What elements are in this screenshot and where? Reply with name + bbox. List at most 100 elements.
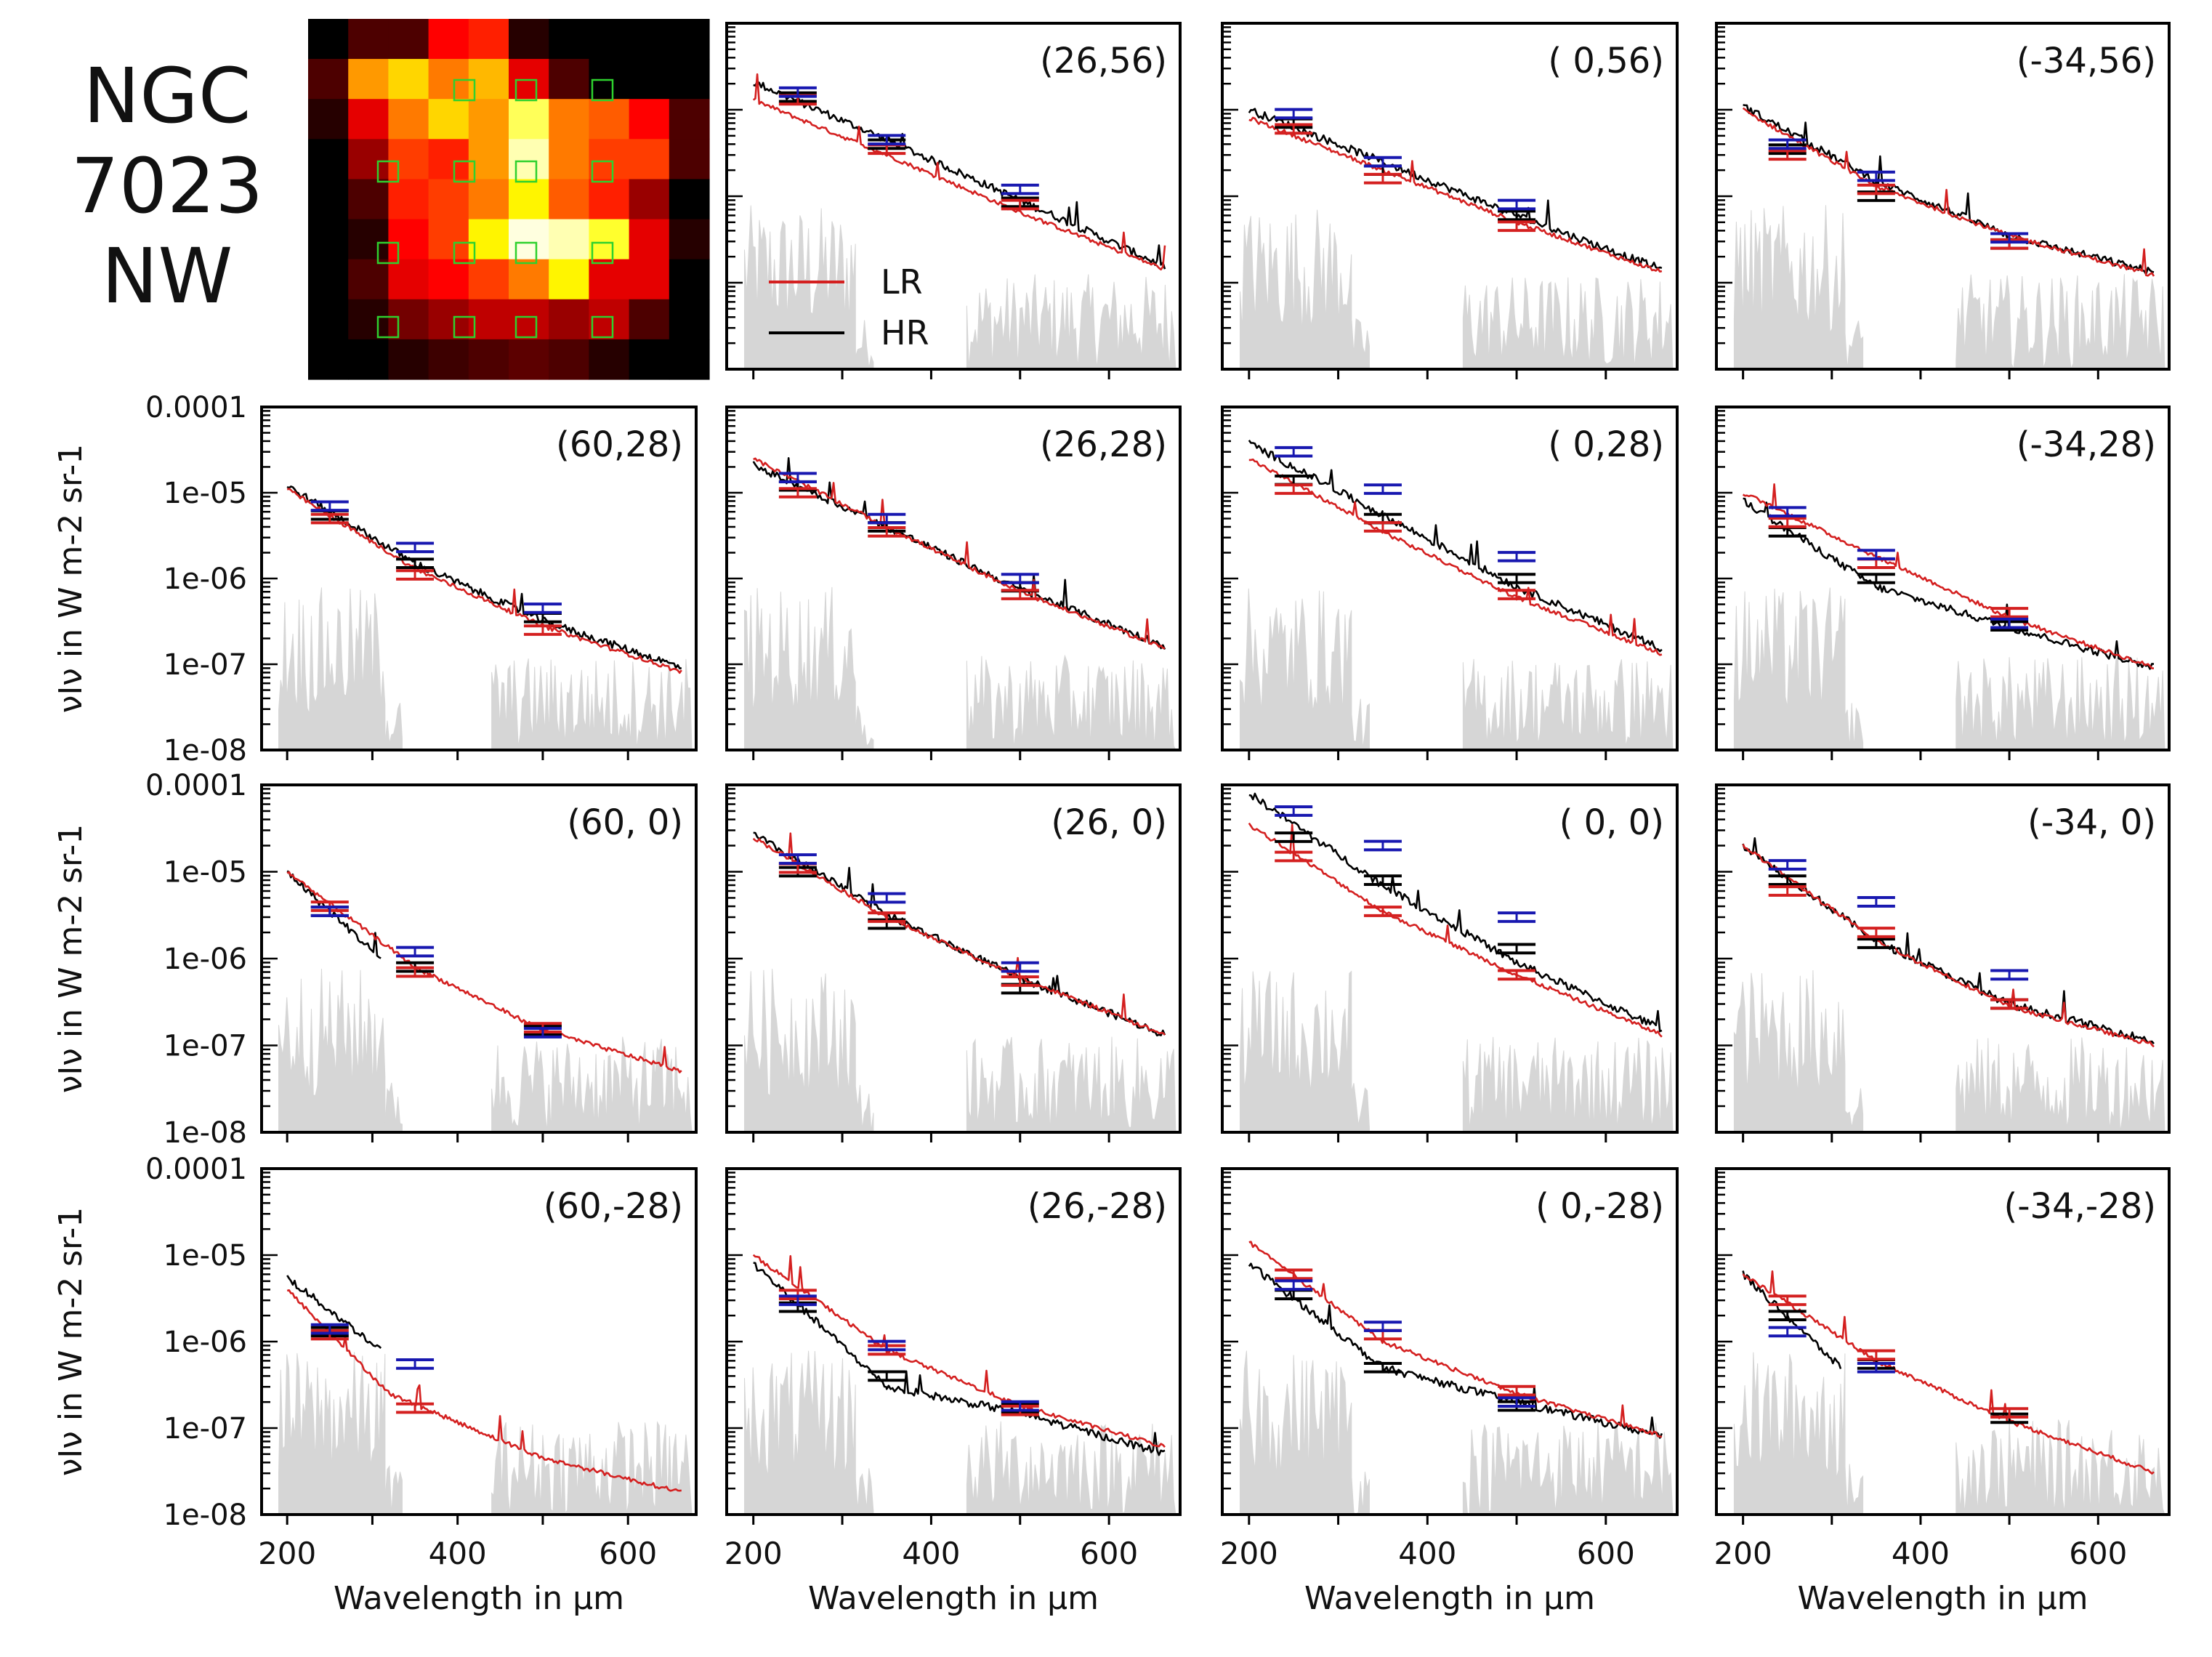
photometry-blue [1768, 1326, 1807, 1338]
x-tick-label: 200 [724, 1536, 783, 1571]
map-pixel [589, 139, 630, 180]
y-tick-label: 1e-07 [164, 1412, 247, 1446]
panel-plot-area [1240, 440, 1674, 750]
photometry-blue [396, 541, 435, 554]
map-pixel [308, 59, 349, 100]
photometry-red [1275, 483, 1313, 495]
panel-plot-area [278, 1275, 693, 1515]
hr-spectrum [286, 1275, 382, 1349]
photometry-black [1768, 1310, 1807, 1322]
panel-plot-area [744, 73, 1176, 369]
x-tick-label: 200 [1714, 1536, 1772, 1571]
noise-band [1844, 703, 1864, 750]
y-tick-label: 1e-06 [164, 1326, 247, 1359]
photometry-blue [396, 1358, 435, 1370]
panel-plot-area [1240, 108, 1674, 369]
photometry-blue [778, 472, 817, 484]
noise-band [384, 1082, 403, 1132]
photometry-blue [396, 946, 435, 958]
noise-band [1351, 1083, 1370, 1132]
photometry-red [1363, 172, 1402, 185]
detector-box [514, 241, 538, 265]
panel: (26,-28) 200 400 600 Wavelength in μm [724, 1167, 1182, 1617]
detector-box [591, 78, 614, 102]
panel-label: ( 0, 0) [1559, 802, 1664, 843]
x-tick-label: 600 [599, 1536, 657, 1571]
noise-band [1462, 658, 1674, 750]
lr-spectrum [1248, 116, 1663, 273]
photometry-red [396, 569, 435, 581]
legend-label: LR [881, 262, 923, 302]
photometry-red [1001, 589, 1039, 600]
panel-label: ( 0,56) [1548, 41, 1664, 81]
map-pixel [629, 19, 670, 60]
map-pixel [549, 179, 589, 220]
lr-spectrum [286, 1289, 682, 1492]
title-line-1: NGC [83, 52, 251, 140]
lr-spectrum [1742, 844, 2155, 1048]
detector-box [514, 78, 538, 102]
detector-box [376, 315, 400, 339]
title-line-3: NW [101, 232, 233, 320]
map-pixel [629, 99, 670, 140]
map-pixel [629, 219, 670, 260]
detector-box [453, 160, 476, 183]
lr-spectrum [752, 1254, 1166, 1448]
lr-spectrum [752, 73, 1166, 271]
photometry-blue [1001, 183, 1039, 195]
y-tick-label: 1e-05 [164, 856, 247, 890]
noise-band [855, 706, 874, 750]
panel-plot-area [744, 1254, 1176, 1515]
panel-plot-area [744, 831, 1176, 1132]
noise-band [1240, 209, 1352, 369]
noise-band [966, 1421, 1176, 1515]
map-pixel [388, 99, 429, 140]
panel-plot-area [1733, 837, 2165, 1132]
photometry-blue [1275, 1279, 1313, 1291]
map-pixel [428, 299, 469, 340]
panel-label: (26,-28) [1028, 1186, 1167, 1227]
photometry-black [1498, 943, 1536, 955]
panel: (60,-28) 1e-08 1e-07 1e-06 1e-05 0.0001 200 400… [145, 1153, 698, 1617]
map-pixel [549, 139, 589, 180]
panel: (60,28) 1e-08 1e-07 1e-06 1e-05 0.0001 [145, 391, 698, 767]
map-pixel [669, 59, 710, 100]
x-axis-title: Wavelength in μm [1798, 1580, 2088, 1617]
photometry-black [1275, 831, 1313, 843]
panel-plot-area [744, 457, 1176, 750]
hr-spectrum [1248, 108, 1663, 270]
map-pixel [388, 59, 429, 100]
map-pixel [308, 99, 349, 140]
map-pixel [509, 19, 549, 60]
hr-spectrum [753, 831, 1166, 1037]
map-pixel [388, 299, 429, 340]
photometry-blue [1857, 170, 1895, 182]
y-tick-label: 1e-07 [164, 648, 247, 682]
hr-spectrum [286, 485, 682, 669]
noise-band [1955, 274, 2165, 369]
photometry-blue [1001, 1400, 1039, 1412]
noise-band [384, 703, 403, 750]
detector-box [453, 315, 476, 339]
map-image [308, 19, 710, 380]
noise-band [491, 658, 693, 750]
y-tick-label: 0.0001 [145, 1153, 247, 1186]
panel-plot-area [1733, 1270, 2165, 1515]
x-axis-title: Wavelength in μm [1304, 1580, 1595, 1617]
panel-label: (26,28) [1040, 424, 1167, 465]
map-pixel [308, 179, 349, 220]
map-pixel [589, 179, 630, 220]
map-pixel [428, 139, 469, 180]
map-pixel [428, 99, 469, 140]
photometry-red [1275, 123, 1313, 135]
noise-band [855, 320, 874, 369]
map-pixel [468, 339, 509, 380]
lr-spectrum [752, 832, 1166, 1036]
photometry-red [1363, 521, 1402, 533]
photometry-red [778, 487, 817, 499]
noise-band [1844, 320, 1864, 369]
panel: (-34,28) [1715, 406, 2171, 760]
photometry-red [396, 966, 435, 978]
map-pixel [308, 139, 349, 180]
noise-band [744, 205, 856, 369]
